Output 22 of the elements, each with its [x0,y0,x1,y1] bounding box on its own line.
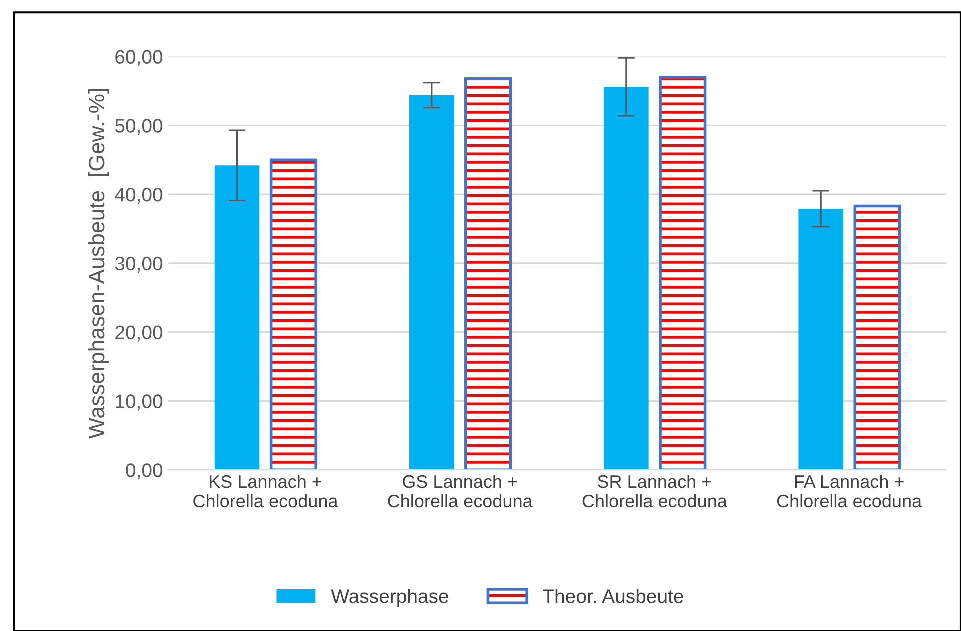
y-tick-label: 0,00 [126,464,163,480]
legend-label: Theor. Ausbeute [543,589,684,604]
x-tick-label: KS Lannach + Chlorella ecoduna [194,474,338,508]
y-tick-label: 20,00 [116,326,163,342]
bar [604,87,649,470]
x-tick-label: GS Lannach + Chlorella ecoduna [388,474,533,508]
y-tick-label: 50,00 [115,119,163,136]
y-tick-label: 60,00 [116,50,163,66]
bar [854,204,902,470]
bar [214,166,260,470]
x-tick-label: FA Lannach + Chlorella ecoduna [777,474,922,508]
bar [270,158,318,470]
bar [798,209,844,470]
y-tick-label: 10,00 [116,394,163,411]
bar [409,95,454,470]
bar [464,77,512,470]
x-tick-label: SR Lannach + Chlorella ecoduna [582,474,728,508]
legend-label: Wasserphase [331,589,448,608]
y-axis-title: Wasserphasen-Ausbeute [Gew.-%] [88,89,110,439]
y-tick-label: 30,00 [115,256,163,273]
y-tick-label: 40,00 [115,188,163,204]
bar [659,76,707,470]
